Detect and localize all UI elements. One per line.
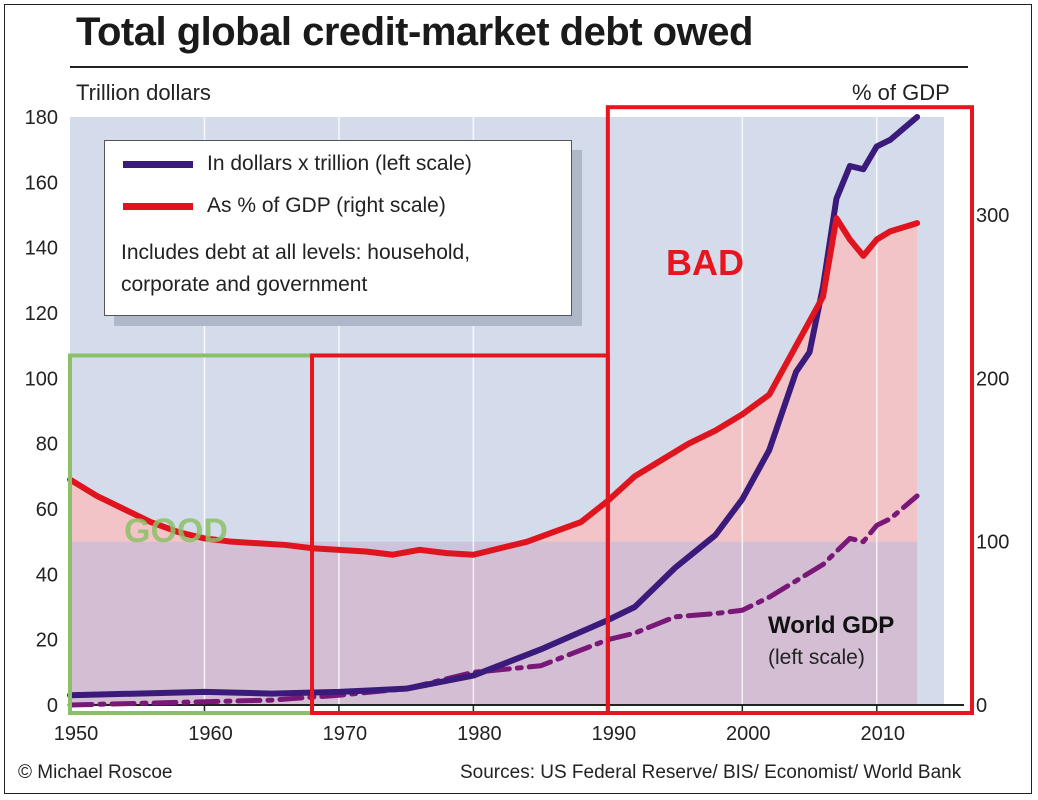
percent-gdp-line	[67, 215, 921, 558]
legend: In dollars x trillion (left scale) As % …	[104, 140, 572, 316]
chart-title: Total global credit-market debt owed	[76, 10, 753, 54]
world-gdp-sublabel: (left scale)	[768, 646, 865, 669]
x-tick-label: 2010	[861, 723, 906, 745]
y-tick-label: 40	[36, 564, 58, 586]
dollars-line	[67, 114, 921, 699]
y-tick-label: 60	[36, 499, 58, 521]
right-axis-unit: % of GDP	[852, 80, 950, 105]
x-tick-label: 2000	[726, 723, 771, 745]
y-tick-label: 140	[25, 238, 58, 260]
y2-tick-label: 100	[976, 532, 1009, 554]
x-tick-label: 1990	[592, 723, 637, 745]
legend-label-dollars: In dollars x trillion (left scale)	[207, 152, 472, 175]
title-rule	[70, 66, 968, 68]
y2-tick-label: 0	[976, 695, 987, 717]
x-tick-label: 1970	[323, 723, 368, 745]
y-tick-label: 120	[25, 303, 58, 325]
credit-text: © Michael Roscoe	[18, 762, 173, 783]
y-tick-label: 0	[47, 695, 58, 717]
left-axis-unit: Trillion dollars	[76, 80, 211, 105]
legend-label-percent: As % of GDP (right scale)	[207, 194, 446, 217]
good-annotation: GOOD	[124, 512, 228, 550]
y-tick-label: 100	[25, 368, 58, 390]
image-frame	[4, 4, 1032, 794]
lower-band	[70, 541, 918, 705]
bad-annotation: BAD	[666, 242, 744, 283]
legend-item-percent: As % of GDP (right scale)	[123, 193, 446, 219]
y-tick-label: 160	[25, 172, 58, 194]
y-tick-label: 180	[25, 107, 58, 129]
bad-box	[605, 105, 974, 715]
world-gdp-label: World GDP	[768, 612, 895, 639]
x-tick-label: 1950	[54, 723, 99, 745]
y-tick-label: 80	[36, 434, 58, 456]
y-tick-label: 20	[36, 630, 58, 652]
legend-item-dollars: In dollars x trillion (left scale)	[123, 151, 472, 177]
legend-swatch-percent	[123, 202, 193, 210]
x-tick-label: 1960	[188, 723, 233, 745]
legend-note: Includes debt at all levels: household, …	[121, 241, 471, 296]
sources-text: Sources: US Federal Reserve/ BIS/ Econom…	[460, 762, 962, 783]
y2-tick-label: 300	[976, 205, 1009, 227]
legend-swatch-dollars	[123, 160, 193, 168]
y2-tick-label: 200	[976, 368, 1009, 390]
x-tick-label: 1980	[457, 723, 502, 745]
